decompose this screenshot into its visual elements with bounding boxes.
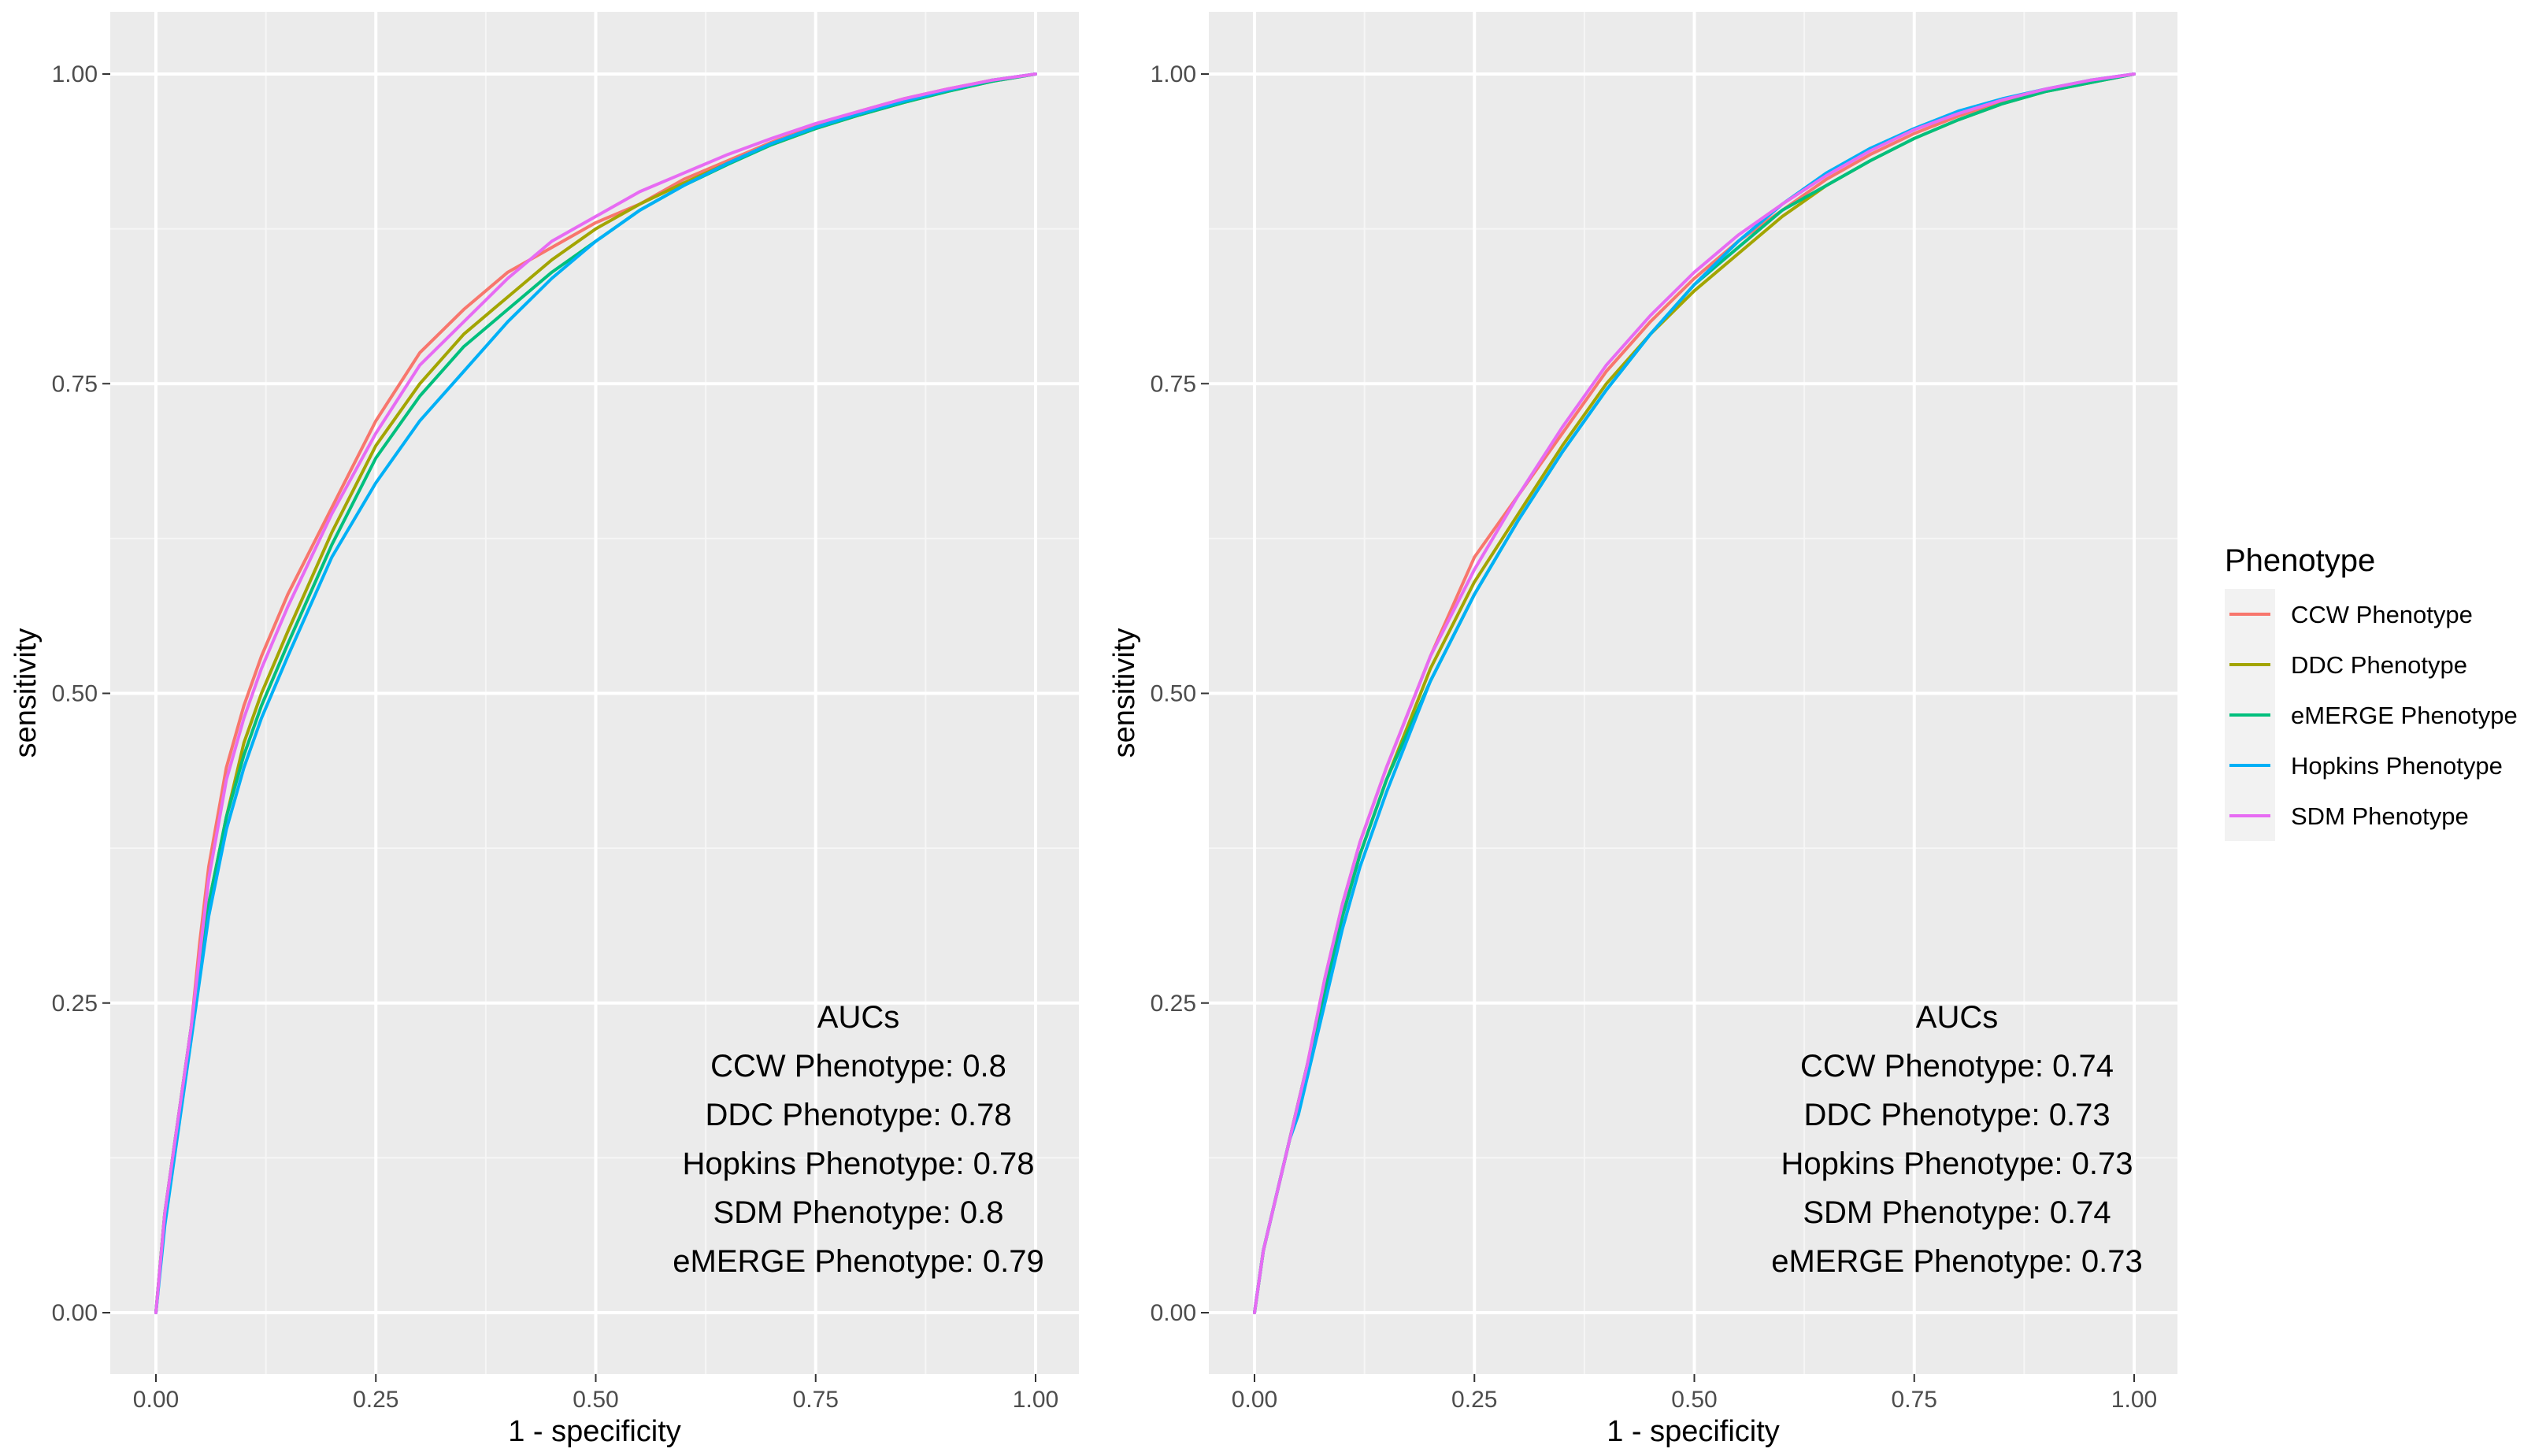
y-tick-label: 0.25 <box>52 991 98 1017</box>
legend-label: SDM Phenotype <box>2291 802 2469 830</box>
x-tick-label: 0.00 <box>133 1387 179 1413</box>
auc-line: eMERGE Phenotype: 0.73 <box>1771 1244 2142 1279</box>
gridlines <box>1209 12 2177 1374</box>
y-tick-label: 0.00 <box>1151 1300 1196 1326</box>
x-tick-label: 0.75 <box>1892 1387 1937 1413</box>
x-tick-label: 0.50 <box>1671 1387 1717 1413</box>
legend-item: eMERGE Phenotype <box>2225 690 2518 740</box>
gridlines <box>110 12 1079 1374</box>
x-tick-label: 1.00 <box>2111 1387 2157 1413</box>
x-tick-label: 0.75 <box>793 1387 839 1413</box>
auc-line: Hopkins Phenotype: 0.78 <box>683 1147 1035 1181</box>
legend-label: DDC Phenotype <box>2291 651 2467 679</box>
y-tick-label: 0.75 <box>52 371 98 397</box>
x-axis-title: 1 - specificity <box>508 1415 681 1448</box>
series-line-hopkins-phenotype <box>154 72 1037 1314</box>
roc-panel-left: 0.00 0.25 0.50 0.75 1.00 0.00 0.25 0.50 0.75 1.00… <box>9 12 1079 1448</box>
series-lines <box>1253 72 2136 1314</box>
series-line-sdm-phenotype <box>1253 72 2136 1314</box>
legend-label: CCW Phenotype <box>2291 601 2473 628</box>
legend-item: Hopkins Phenotype <box>2225 740 2503 791</box>
auc-line: DDC Phenotype: 0.73 <box>1803 1098 2110 1132</box>
auc-title: AUCs <box>1916 1000 1998 1035</box>
legend-title: Phenotype <box>2225 543 2375 578</box>
tick-labels: 0.00 0.25 0.50 0.75 1.00 0.00 0.25 0.50 0.75 1.00 <box>52 61 1059 1413</box>
auc-line: Hopkins Phenotype: 0.73 <box>1781 1147 2133 1181</box>
y-tick-label: 0.75 <box>1151 371 1196 397</box>
auc-line: SDM Phenotype: 0.74 <box>1803 1195 2111 1230</box>
x-tick-label: 0.00 <box>1232 1387 1277 1413</box>
auc-line: eMERGE Phenotype: 0.79 <box>673 1244 1043 1279</box>
x-tick-label: 0.25 <box>353 1387 398 1413</box>
legend-item: SDM Phenotype <box>2225 791 2469 841</box>
legend-label: Hopkins Phenotype <box>2291 752 2503 780</box>
y-tick-label: 0.25 <box>1151 991 1196 1017</box>
y-axis-title: sensitivity <box>1108 628 1141 758</box>
y-axis-title: sensitivity <box>9 628 43 758</box>
auc-line: SDM Phenotype: 0.8 <box>713 1195 1003 1230</box>
series-line-sdm-phenotype <box>154 72 1037 1314</box>
legend-item: DDC Phenotype <box>2225 639 2467 690</box>
x-tick-label: 0.25 <box>1451 1387 1497 1413</box>
auc-annotation: AUCs CCW Phenotype: 0.74 DDC Phenotype: … <box>1771 1000 2142 1279</box>
legend: Phenotype CCW Phenotype DDC Phenotype eMER… <box>2225 543 2518 841</box>
roc-panel-right: 0.00 0.25 0.50 0.75 1.00 0.00 0.25 0.50 0.75 1.00… <box>1108 12 2177 1448</box>
y-tick-label: 1.00 <box>52 61 98 87</box>
auc-title: AUCs <box>817 1000 899 1035</box>
x-axis-title: 1 - specificity <box>1607 1415 1780 1448</box>
auc-annotation: AUCs CCW Phenotype: 0.8 DDC Phenotype: 0… <box>673 1000 1043 1279</box>
y-tick-label: 0.00 <box>52 1300 98 1326</box>
auc-line: CCW Phenotype: 0.8 <box>710 1049 1006 1084</box>
y-tick-label: 0.50 <box>1151 681 1196 707</box>
y-tick-label: 1.00 <box>1151 61 1196 87</box>
legend-items: CCW Phenotype DDC Phenotype eMERGE Phenoty… <box>2225 589 2518 841</box>
series-lines <box>154 72 1037 1314</box>
x-tick-label: 0.50 <box>573 1387 618 1413</box>
auc-line: DDC Phenotype: 0.78 <box>705 1098 1011 1132</box>
auc-line: CCW Phenotype: 0.74 <box>1800 1049 2114 1084</box>
tick-labels: 0.00 0.25 0.50 0.75 1.00 0.00 0.25 0.50 0.75 1.00 <box>1151 61 2158 1413</box>
y-tick-label: 0.50 <box>52 681 98 707</box>
x-tick-label: 1.00 <box>1013 1387 1058 1413</box>
legend-item: CCW Phenotype <box>2225 589 2473 639</box>
legend-label: eMERGE Phenotype <box>2291 702 2518 729</box>
